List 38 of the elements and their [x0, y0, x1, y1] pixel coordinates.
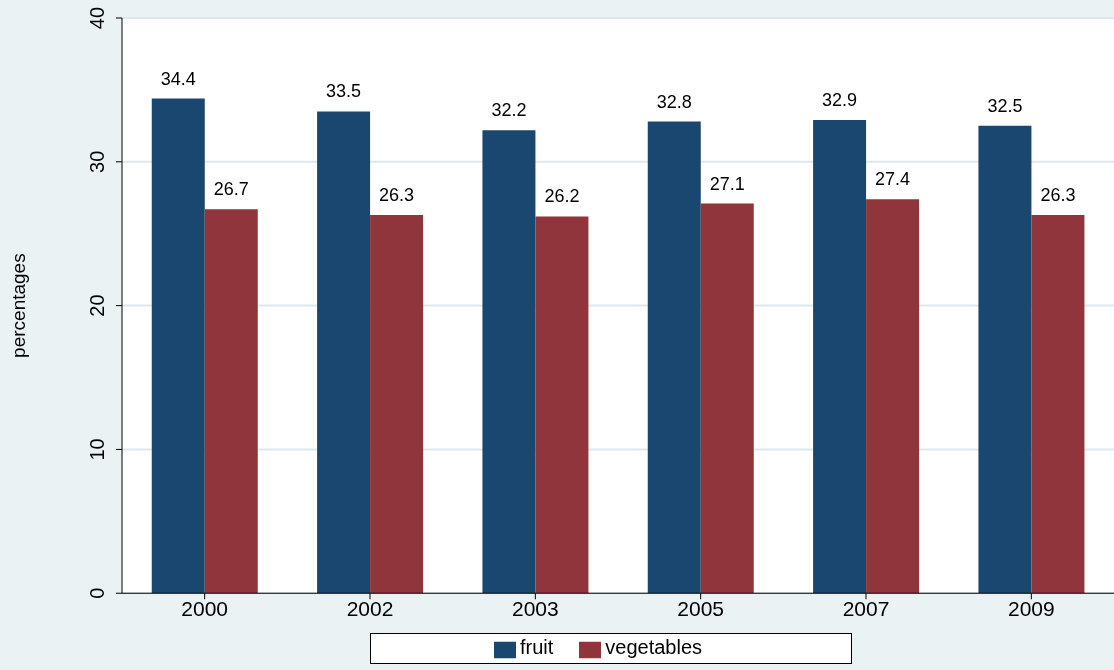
y-tick-label: 40	[86, 6, 108, 30]
bar	[151, 98, 205, 594]
data-label: 26.7	[213, 179, 249, 200]
x-tick-label: 2002	[346, 597, 394, 621]
x-tick-label: 2003	[511, 597, 559, 621]
bar	[1031, 215, 1085, 594]
x-tick-label: 2005	[677, 597, 725, 621]
bar	[370, 215, 424, 594]
data-label: 26.3	[1040, 185, 1076, 206]
x-tick-label: 2009	[1007, 597, 1055, 621]
bar	[813, 120, 867, 594]
data-label: 27.1	[709, 173, 745, 194]
bar	[647, 121, 701, 594]
y-tick-label: 20	[86, 294, 108, 317]
y-tick-label: 0	[86, 587, 108, 599]
bar	[866, 199, 920, 594]
data-label: 26.2	[544, 186, 580, 207]
y-tick-label: 10	[86, 438, 108, 461]
bar	[482, 130, 536, 594]
data-label: 32.8	[656, 91, 692, 112]
data-label: 32.9	[822, 90, 858, 111]
bar	[700, 203, 754, 594]
y-axis-title: percentages	[7, 253, 29, 358]
data-label: 32.2	[491, 100, 527, 121]
x-tick-label: 2000	[181, 597, 229, 621]
bar	[204, 209, 258, 594]
data-label: 34.4	[160, 68, 196, 89]
data-label: 27.4	[875, 169, 911, 190]
legend-label: vegetables	[605, 636, 703, 659]
data-label: 32.5	[987, 95, 1023, 116]
data-label: 26.3	[379, 185, 415, 206]
bar	[535, 216, 589, 594]
legend-label: fruit	[519, 636, 554, 659]
x-tick-label: 2007	[842, 597, 890, 621]
data-label: 33.5	[326, 81, 362, 102]
bar	[978, 125, 1032, 594]
bar	[317, 111, 371, 594]
y-tick-label: 30	[86, 150, 108, 173]
